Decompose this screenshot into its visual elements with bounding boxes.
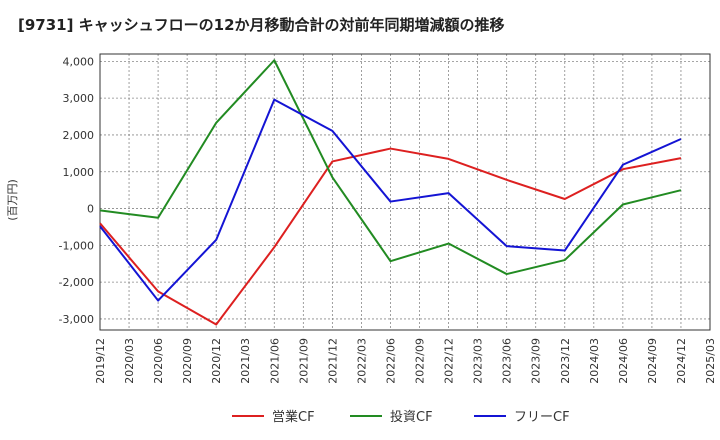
x-tick-label: 2024/12 [675,338,688,384]
y-tick-label: 2,000 [63,129,95,142]
plot-frame [99,53,711,331]
y-tick-label: 1,000 [63,166,95,179]
x-tick-label: 2023/06 [501,338,514,384]
x-tick-label: 2021/12 [326,338,339,384]
y-tick-label: -2,000 [59,276,94,289]
x-tick-label: 2020/09 [181,338,194,384]
x-tick-label: 2021/06 [268,338,281,384]
x-tick-label: 2024/03 [588,338,601,384]
y-tick-label: 3,000 [63,92,95,105]
series-line-投資CF [99,59,682,276]
x-tick-label: 2021/03 [239,338,252,384]
y-tick-label: -3,000 [59,313,94,326]
series-lines [99,59,682,326]
x-tick-label: 2024/09 [646,338,659,384]
series-line-営業CF [99,147,682,326]
x-tick-label: 2022/09 [414,338,427,384]
y-tick-label: -1,000 [59,239,94,252]
y-tick-label: 0 [87,203,94,216]
x-tick-label: 2025/03 [704,338,717,384]
x-tick-label: 2021/09 [297,338,310,384]
legend-label: フリーCF [514,410,570,425]
x-tick-label: 2022/03 [355,338,368,384]
x-tick-label: 2020/06 [152,338,165,384]
legend: 営業CF 投資CF フリーCF [232,409,570,425]
legend-label: 営業CF [272,409,315,425]
y-tick-label: 4,000 [63,55,95,68]
x-tick-label: 2019/12 [94,338,107,384]
x-tick-label: 2023/03 [472,338,485,384]
x-tick-label: 2024/06 [617,338,630,384]
chart-title: [9731] キャッシュフローの12か月移動合計の対前年同期増減額の推移 [18,16,505,34]
legend-label: 投資CF [390,409,433,425]
series-line-フリーCF [99,98,682,302]
x-tick-label: 2023/09 [530,338,543,384]
x-tick-label: 2020/12 [210,338,223,384]
y-axis-label: (百万円) [6,179,19,221]
plot-area [100,54,710,330]
x-tick-label: 2020/03 [123,338,136,384]
x-tick-label: 2023/12 [559,338,572,384]
axes: 4,0003,0002,0001,0000-1,000-2,000-3,0002… [59,53,717,384]
x-tick-label: 2022/12 [443,338,456,384]
x-tick-label: 2022/06 [384,338,397,384]
